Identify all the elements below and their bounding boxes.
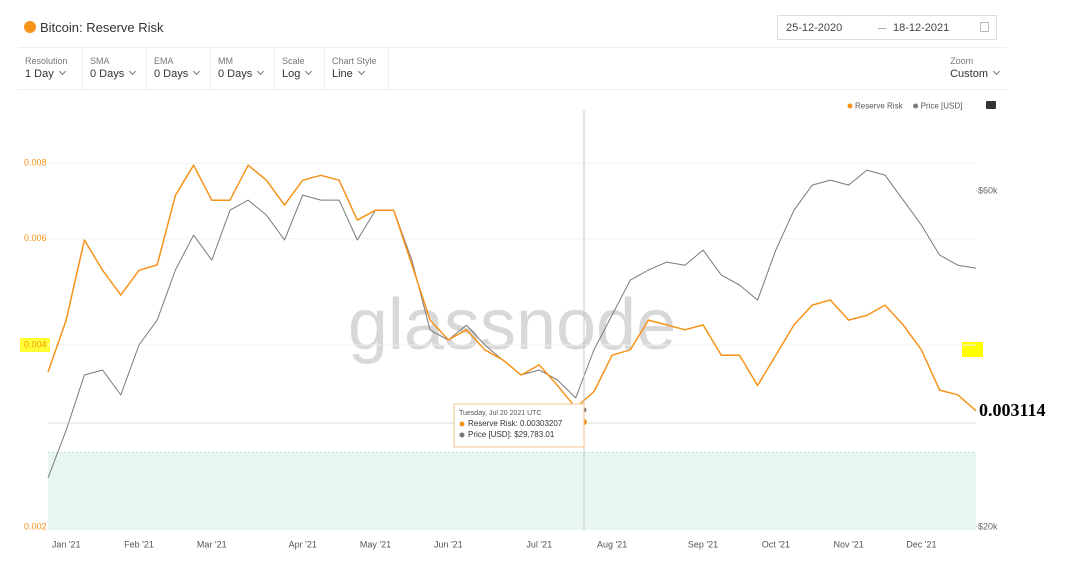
tool[interactable]: SMA 0 Days [83,48,147,89]
tool[interactable]: MM 0 Days [211,48,275,89]
arrow [878,28,886,29]
tool-value[interactable]: 0 Days [90,68,135,80]
legend-swatch [913,103,919,109]
tool-label: Scale [282,56,305,66]
x-tick-label: Oct '21 [762,539,790,549]
tool-label: Resolution [25,56,68,66]
tooltip [453,403,585,448]
bitcoin-icon [24,21,36,33]
tool-value[interactable]: 0 Days [218,68,263,80]
toolbar: Resolution 1 Day SMA 0 Days EMA 0 Days MM 0 … [18,47,1007,90]
tool-value[interactable]: 0 Days [154,68,199,80]
tool-label: Zoom [950,56,974,66]
tool-label: EMA [154,56,174,66]
date-from[interactable]: 25-12-2020 [786,22,843,34]
highlight [962,342,983,357]
y-tick-label: 0.002 [24,521,47,531]
series-line [47,164,977,412]
tool-value[interactable]: 1 Day [25,68,65,80]
x-tick-label: Dec '21 [906,539,936,549]
tool-value[interactable]: Line [332,68,364,80]
x-tick-label: Mar '21 [197,539,227,549]
y2-tick-label: $60k [978,185,998,195]
x-tick-label: Jun '21 [434,539,463,549]
tool[interactable]: Resolution 1 Day [18,48,83,89]
tooltip-line: Price [USD]: $29,783.01 [468,430,555,439]
zoom[interactable]: Zoom Custom [950,56,999,80]
x-tick-label: Jul '21 [526,539,552,549]
x-tick-label: May '21 [360,539,391,549]
x-tick-label: Jan '21 [52,539,81,549]
tool-label: Chart Style [332,56,377,66]
tooltip-dot [459,421,465,427]
legend-swatch [847,103,853,109]
tool-label: SMA [90,56,110,66]
tool[interactable]: Chart Style Line [325,48,389,89]
tooltip-title: Tuesday, Jul 20 2021 UTC [459,410,542,417]
tooltip-line: Reserve Risk: 0.00303207 [468,419,563,428]
zone [48,452,976,530]
y2-tick-label: $20k [978,521,998,531]
y-tick-label: 0.004 [24,339,47,349]
chart-title: Bitcoin: Reserve Risk [40,20,164,35]
watermark: glassnode [348,285,676,365]
calendar-icon[interactable] [980,22,989,32]
x-tick-label: Feb '21 [124,539,154,549]
legend-label: Price [USD] [921,102,963,111]
tool[interactable]: Scale Log [275,48,325,89]
tooltip-dot [459,432,465,438]
x-tick-label: Nov '21 [834,539,864,549]
tool-label: MM [218,56,233,66]
date-to[interactable]: 18-12-2021 [893,22,950,34]
y-tick-label: 0.008 [24,158,47,168]
tool[interactable]: EMA 0 Days [147,48,211,89]
y-tick-label: 0.006 [24,233,47,243]
legend-label: Reserve Risk [855,102,904,111]
date-range[interactable]: 25-12-2020 18-12-2021 [777,15,997,40]
x-tick-label: Apr '21 [289,539,317,549]
highlight [20,338,50,352]
value-label: 0.003114 [979,400,1046,420]
x-tick-label: Sep '21 [688,539,718,549]
tool-value[interactable]: Log [282,68,311,80]
camera-icon[interactable] [986,101,996,109]
plot: 0.002 0.004 0.006 0.008 $20k $60k Jan '21 Feb '… [24,158,998,550]
tool-value[interactable]: Custom [950,68,999,80]
x-tick-label: Aug '21 [597,539,627,549]
